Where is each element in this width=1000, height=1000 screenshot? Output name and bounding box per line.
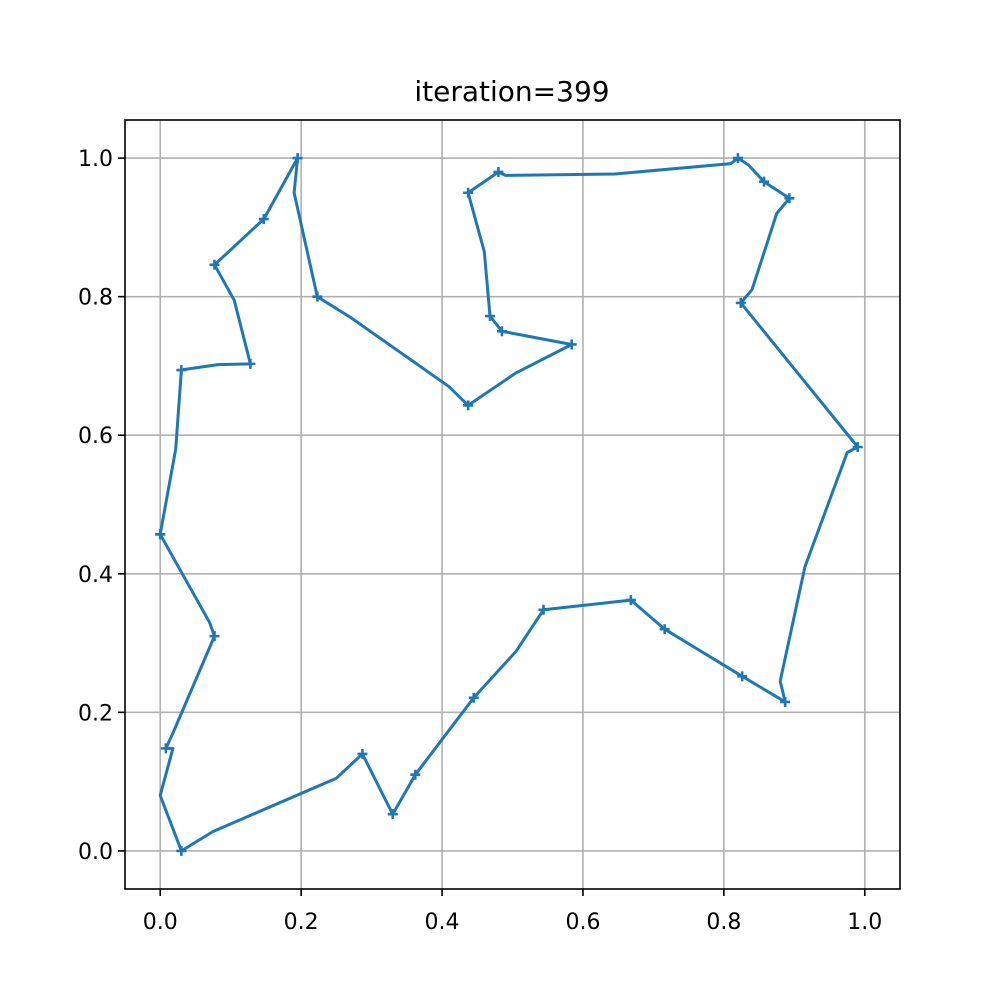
x-tick-label: 0.4 (425, 910, 460, 935)
city-marker (155, 529, 166, 540)
city-marker (387, 809, 398, 820)
city-marker (759, 176, 770, 187)
city-marker (463, 400, 474, 411)
city-marker (732, 153, 743, 164)
city-marker (357, 748, 368, 759)
city-marker (209, 259, 220, 270)
city-marker (566, 339, 577, 350)
axis-ticks: 0.0 0.2 0.4 0.6 0.8 1.0 0.0 0.2 0.4 0.6 0.8 1.0 (78, 147, 882, 935)
city-marker (735, 297, 746, 308)
city-marker (245, 358, 256, 369)
plot-frame (124, 119, 901, 890)
city-marker (312, 291, 323, 302)
y-tick-label: 0.4 (78, 563, 113, 588)
city-marker (209, 631, 220, 642)
city-marker (292, 153, 303, 164)
city-marker (160, 743, 171, 754)
city-marker (625, 595, 636, 606)
y-tick-label: 0.0 (78, 840, 113, 865)
city-marker (410, 769, 421, 780)
city-marker (463, 187, 474, 198)
city-marker (780, 696, 791, 707)
city-marker (176, 365, 187, 376)
x-tick-label: 1.0 (847, 910, 882, 935)
city-marker (176, 845, 187, 856)
x-tick-label: 0.8 (706, 910, 741, 935)
x-tick-label: 0.0 (143, 910, 178, 935)
city-marker (493, 166, 504, 177)
city-marker (659, 624, 670, 635)
city-marker (737, 671, 748, 682)
city-marker (484, 311, 495, 322)
city-marker (538, 604, 549, 615)
city-marker (496, 326, 507, 337)
grid (125, 120, 900, 889)
x-tick-label: 0.6 (565, 910, 600, 935)
y-tick-label: 1.0 (78, 147, 113, 172)
y-tick-label: 0.2 (78, 701, 113, 726)
y-tick-label: 0.6 (78, 424, 113, 449)
x-tick-label: 0.2 (284, 910, 319, 935)
city-marker (784, 193, 795, 204)
city-markers (155, 153, 863, 856)
city-marker (468, 692, 479, 703)
chart-title: iteration=399 (414, 75, 609, 108)
y-tick-label: 0.8 (78, 286, 113, 311)
city-marker (852, 441, 863, 452)
city-marker (258, 214, 269, 225)
